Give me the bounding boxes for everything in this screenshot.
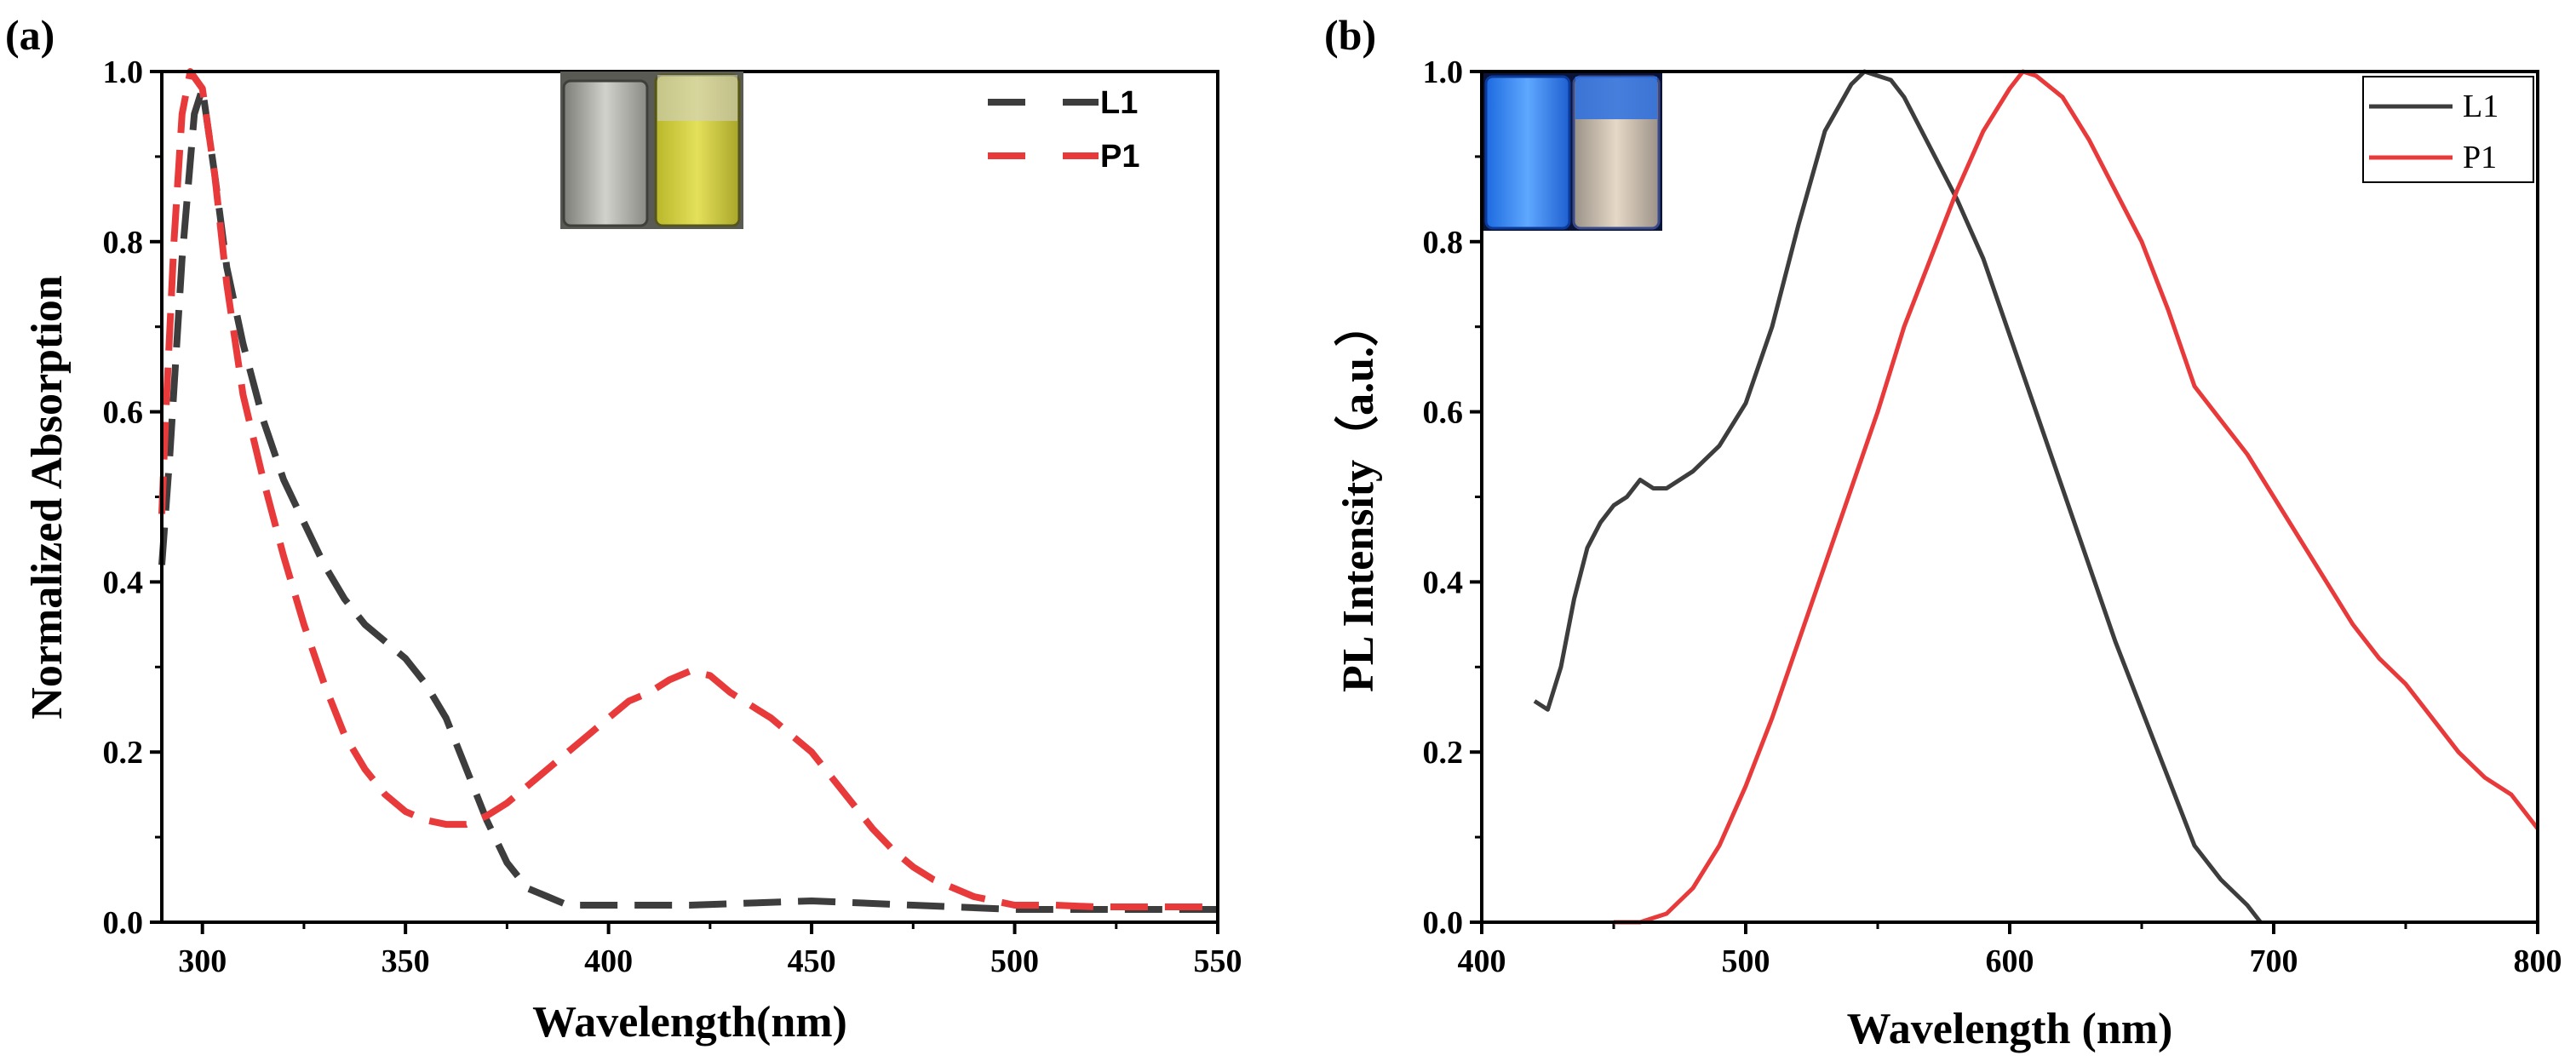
panel-a-ticks: 300 350 400 450 500 550 0.0 0.2 0.4 0.6 0.8 1.0	[103, 54, 1242, 979]
panel-b-ticks: 400 500 600 700 800 0.0 0.2 0.4 0.6 0.8 1.0	[1423, 54, 2562, 979]
legend-b-l1-label: L1	[2463, 89, 2499, 124]
panel-a-x-title: Wavelength(nm)	[532, 998, 847, 1047]
panel-a-inset-photo	[560, 72, 743, 229]
legend-a-l1-label: L1	[1100, 85, 1138, 121]
panel-a-y-tick-label: 0.6	[103, 395, 144, 431]
panel-a-x-tick-label: 550	[1194, 943, 1242, 979]
panel-b-y-tick-label: 0.6	[1423, 395, 1464, 431]
panel-a-x-tick-label: 350	[382, 943, 430, 979]
legend-b-p1-label: P1	[2463, 140, 2497, 175]
panel-b-x-tick-label: 600	[1986, 943, 2034, 979]
panel-a-y-tick-label: 0.0	[103, 905, 144, 941]
panel-a: (a) 300 350 400 450 500 550 0.0 0.2 0.4 0.6 0.8 1.0…	[5, 11, 1242, 1047]
panel-a-plot-area	[158, 68, 1218, 913]
legend-a-p1-label: P1	[1100, 139, 1139, 175]
panel-b-y-tick-label: 0.8	[1423, 225, 1464, 261]
panel-b-y-tick-label: 1.0	[1423, 54, 1464, 90]
panel-a-y-tick-label: 0.8	[103, 225, 144, 261]
panel-a-y-tick-label: 0.4	[103, 565, 144, 600]
panel-b-legend-box	[2362, 76, 2534, 183]
panel-b-x-tick-label: 500	[1722, 943, 1770, 979]
panel-b-frame	[1480, 70, 2539, 924]
panel-b-plot-area	[1533, 69, 2539, 925]
panel-b-x-tick-label: 700	[2250, 943, 2298, 979]
panel-b-y-tick-label: 0.2	[1423, 735, 1464, 771]
panel-a-label: (a)	[5, 11, 55, 59]
panel-a-y-title: Normalized Absorption	[23, 275, 72, 720]
panel-b-x-tick-label: 400	[1458, 943, 1506, 979]
panel-a-x-tick-label: 300	[178, 943, 227, 979]
panel-b-inset-photo	[1483, 73, 1662, 231]
panel-b-x-title: Wavelength (nm)	[1847, 1005, 2173, 1053]
panel-a-x-tick-label: 400	[584, 943, 633, 979]
panel-b-label: (b)	[1324, 11, 1376, 59]
panel-a-x-tick-label: 500	[990, 943, 1039, 979]
panel-a-legend: L1 P1	[988, 85, 1139, 175]
panel-b-y-tick-label: 0.0	[1423, 905, 1464, 941]
panel-b-x-tick-label: 800	[2514, 943, 2562, 979]
panel-b-legend: L1 P1	[2362, 76, 2534, 183]
panel-a-y-tick-label: 0.2	[103, 735, 144, 771]
panel-b-y-title: PL Intensity（a.u.）	[1334, 302, 1383, 692]
panel-b-series-l1-line	[1533, 69, 2263, 924]
panel-a-y-tick-label: 1.0	[103, 54, 144, 90]
panel-b: (b) 400 500 600 700 800 0.0 0.2 0.4 0.6 0.8 1.0 Wa…	[1324, 11, 2562, 1053]
panel-b-series-p1-line	[1614, 69, 2539, 925]
panel-b-y-tick-label: 0.4	[1423, 565, 1464, 600]
panel-a-x-tick-label: 450	[788, 943, 836, 979]
